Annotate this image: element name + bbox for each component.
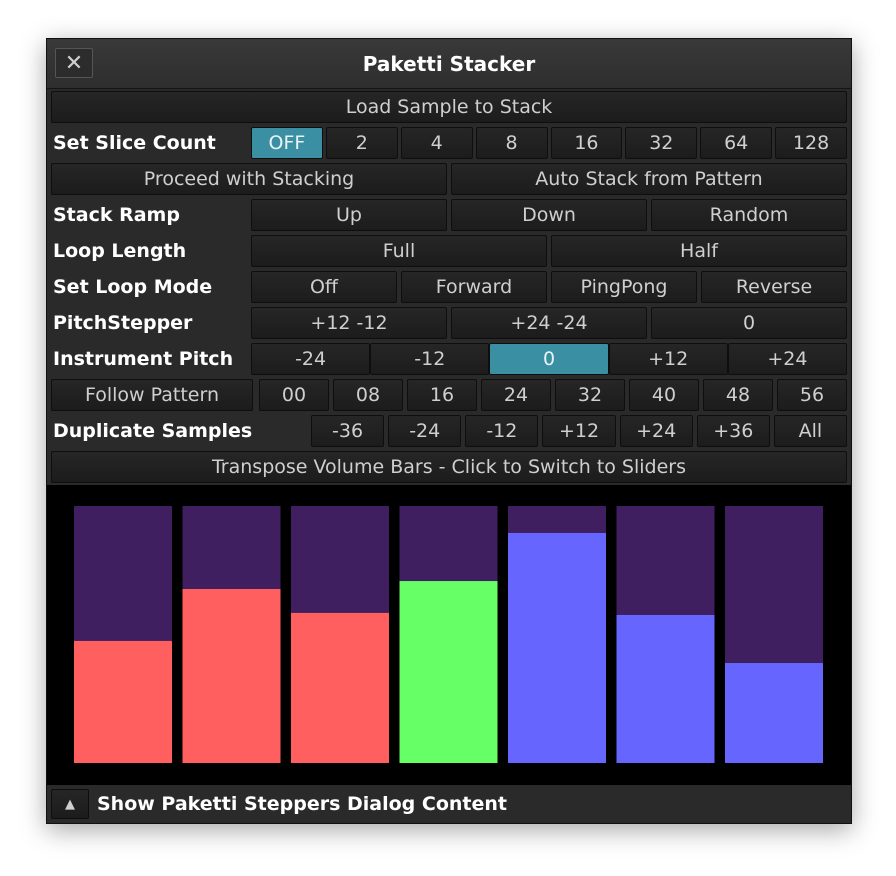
button[interactable]: Down bbox=[451, 199, 647, 231]
button[interactable]: 64 bbox=[700, 127, 773, 159]
volume-bar[interactable] bbox=[291, 612, 389, 763]
button[interactable]: 24 bbox=[481, 379, 551, 411]
button[interactable]: +12 bbox=[608, 343, 728, 375]
button[interactable]: -12 bbox=[465, 415, 539, 447]
close-button[interactable]: ✕ bbox=[55, 48, 93, 78]
row-label: Set Slice Count bbox=[53, 132, 216, 154]
button[interactable]: 16 bbox=[550, 127, 623, 159]
button[interactable]: Proceed with Stacking bbox=[51, 163, 447, 195]
volume-bars bbox=[47, 485, 851, 785]
button[interactable]: -12 bbox=[370, 343, 490, 375]
dialog: ✕ Paketti Stacker ▲ Show Paketti Stepper… bbox=[46, 38, 852, 824]
row-label: PitchStepper bbox=[53, 312, 193, 334]
button[interactable]: OFF bbox=[251, 127, 323, 159]
button[interactable]: 128 bbox=[775, 127, 847, 159]
button[interactable]: Random bbox=[651, 199, 847, 231]
button[interactable]: 4 bbox=[400, 127, 473, 159]
button[interactable]: Auto Stack from Pattern bbox=[451, 163, 847, 195]
button[interactable]: Full bbox=[251, 235, 547, 267]
button[interactable]: 48 bbox=[703, 379, 773, 411]
button[interactable]: +24 bbox=[727, 343, 847, 375]
volume-bar[interactable] bbox=[616, 614, 715, 763]
button[interactable]: 0 bbox=[489, 343, 609, 375]
volume-bar[interactable] bbox=[399, 581, 498, 763]
volume-bar[interactable] bbox=[725, 663, 823, 763]
volume-bar[interactable] bbox=[74, 640, 172, 763]
button[interactable]: 16 bbox=[407, 379, 477, 411]
button[interactable]: All bbox=[773, 415, 847, 447]
button[interactable]: 00 bbox=[259, 379, 329, 411]
button[interactable]: -36 bbox=[311, 415, 385, 447]
button[interactable]: Transpose Volume Bars - Click to Switch … bbox=[51, 451, 847, 483]
button[interactable]: 56 bbox=[777, 379, 847, 411]
button[interactable]: 08 bbox=[333, 379, 403, 411]
button[interactable]: Load Sample to Stack bbox=[51, 91, 847, 123]
button[interactable]: 40 bbox=[629, 379, 699, 411]
button[interactable]: Off bbox=[251, 271, 397, 303]
volume-bar[interactable] bbox=[182, 589, 281, 763]
button[interactable]: +36 bbox=[696, 415, 770, 447]
button[interactable]: 32 bbox=[625, 127, 698, 159]
button[interactable]: Reverse bbox=[701, 271, 847, 303]
row-label: Set Loop Mode bbox=[53, 276, 213, 298]
row-label: Stack Ramp bbox=[53, 204, 180, 226]
button[interactable]: 32 bbox=[555, 379, 625, 411]
row-label: Loop Length bbox=[53, 240, 187, 262]
button[interactable]: PingPong bbox=[551, 271, 697, 303]
button[interactable]: 2 bbox=[325, 127, 398, 159]
button[interactable]: Follow Pattern bbox=[51, 379, 253, 411]
button[interactable]: -24 bbox=[251, 343, 371, 375]
button[interactable]: 8 bbox=[475, 127, 548, 159]
button[interactable]: Up bbox=[251, 199, 447, 231]
volume-bar[interactable] bbox=[508, 532, 606, 763]
button[interactable]: +12 -12 bbox=[251, 307, 447, 339]
footer-toggle[interactable]: ▲ bbox=[51, 789, 89, 819]
row-label: Duplicate Samples bbox=[53, 420, 253, 442]
button[interactable]: Half bbox=[551, 235, 847, 267]
button[interactable]: Forward bbox=[401, 271, 547, 303]
title-bar bbox=[47, 39, 851, 89]
footer-text: Show Paketti Steppers Dialog Content bbox=[97, 793, 507, 815]
row-label: Instrument Pitch bbox=[53, 348, 234, 370]
button[interactable]: +24 -24 bbox=[451, 307, 647, 339]
button[interactable]: -24 bbox=[388, 415, 462, 447]
window-title: Paketti Stacker bbox=[362, 52, 536, 76]
button[interactable]: +24 bbox=[619, 415, 693, 447]
button[interactable]: +12 bbox=[542, 415, 616, 447]
button[interactable]: 0 bbox=[651, 307, 847, 339]
